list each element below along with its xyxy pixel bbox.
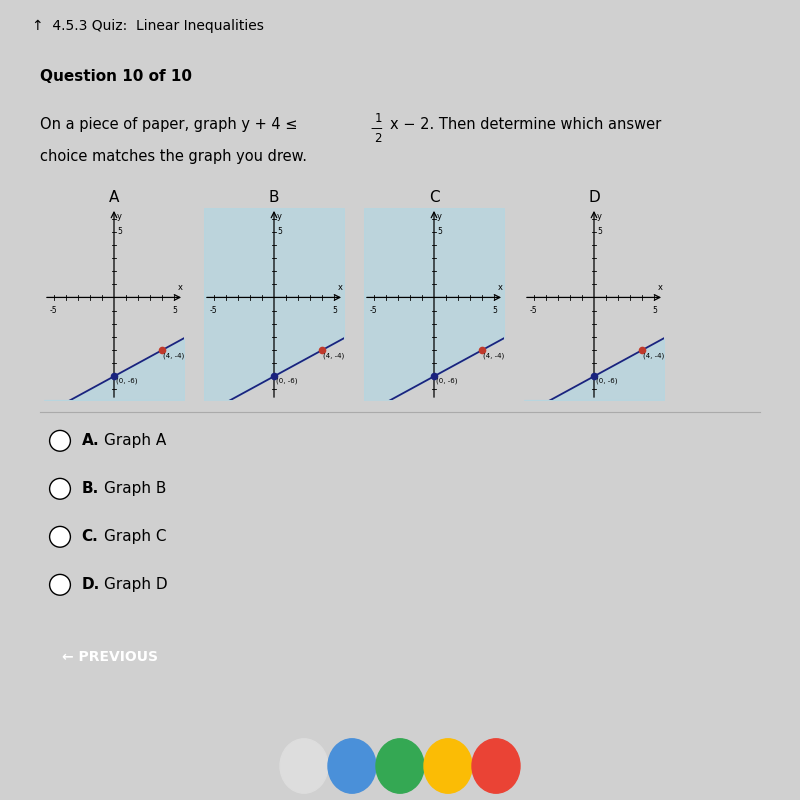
Text: y: y — [117, 212, 122, 221]
Text: x: x — [338, 283, 343, 292]
Ellipse shape — [472, 739, 520, 794]
Text: A: A — [109, 190, 119, 205]
Text: 5: 5 — [438, 227, 442, 236]
Text: —: — — [370, 122, 382, 135]
Text: Graph C: Graph C — [104, 530, 166, 544]
Text: D.: D. — [82, 578, 100, 592]
Text: 1: 1 — [374, 112, 382, 125]
Text: y: y — [437, 212, 442, 221]
Text: y: y — [277, 212, 282, 221]
Text: choice matches the graph you drew.: choice matches the graph you drew. — [40, 149, 307, 163]
Text: (0, -6): (0, -6) — [437, 378, 458, 385]
Text: Question 10 of 10: Question 10 of 10 — [40, 69, 192, 84]
Text: (4, -4): (4, -4) — [323, 353, 345, 359]
Text: 5: 5 — [172, 306, 177, 315]
Text: -5: -5 — [50, 306, 58, 315]
Text: 2: 2 — [374, 132, 382, 146]
Text: 5: 5 — [118, 227, 122, 236]
Ellipse shape — [280, 739, 328, 794]
Text: (4, -4): (4, -4) — [483, 353, 505, 359]
Text: B.: B. — [82, 482, 99, 496]
Text: (4, -4): (4, -4) — [643, 353, 665, 359]
Text: D: D — [588, 190, 600, 205]
Ellipse shape — [328, 739, 376, 794]
Text: 5: 5 — [652, 306, 657, 315]
Text: -5: -5 — [370, 306, 378, 315]
Text: ↑  4.5.3 Quiz:  Linear Inequalities: ↑ 4.5.3 Quiz: Linear Inequalities — [32, 19, 264, 33]
Text: 5: 5 — [278, 227, 282, 236]
Text: x: x — [178, 283, 183, 292]
Text: 5: 5 — [492, 306, 497, 315]
Text: (4, -4): (4, -4) — [163, 353, 185, 359]
Text: C: C — [429, 190, 439, 205]
Text: x: x — [498, 283, 503, 292]
Text: -5: -5 — [530, 306, 538, 315]
Text: On a piece of paper, graph y + 4 ≤: On a piece of paper, graph y + 4 ≤ — [40, 117, 302, 131]
Text: -5: -5 — [210, 306, 218, 315]
Text: C.: C. — [82, 530, 98, 544]
Text: 5: 5 — [332, 306, 337, 315]
Text: Graph A: Graph A — [104, 434, 166, 448]
Text: (0, -6): (0, -6) — [117, 378, 138, 385]
Text: Graph B: Graph B — [104, 482, 166, 496]
Text: (0, -6): (0, -6) — [597, 378, 618, 385]
Text: B: B — [269, 190, 279, 205]
Text: y: y — [597, 212, 602, 221]
Text: 5: 5 — [598, 227, 602, 236]
Ellipse shape — [424, 739, 472, 794]
Text: Graph D: Graph D — [104, 578, 168, 592]
Text: x − 2. Then determine which answer: x − 2. Then determine which answer — [390, 117, 662, 131]
Text: (0, -6): (0, -6) — [277, 378, 298, 385]
Ellipse shape — [376, 739, 424, 794]
Text: x: x — [658, 283, 663, 292]
Text: ← PREVIOUS: ← PREVIOUS — [62, 650, 158, 664]
Text: A.: A. — [82, 434, 99, 448]
